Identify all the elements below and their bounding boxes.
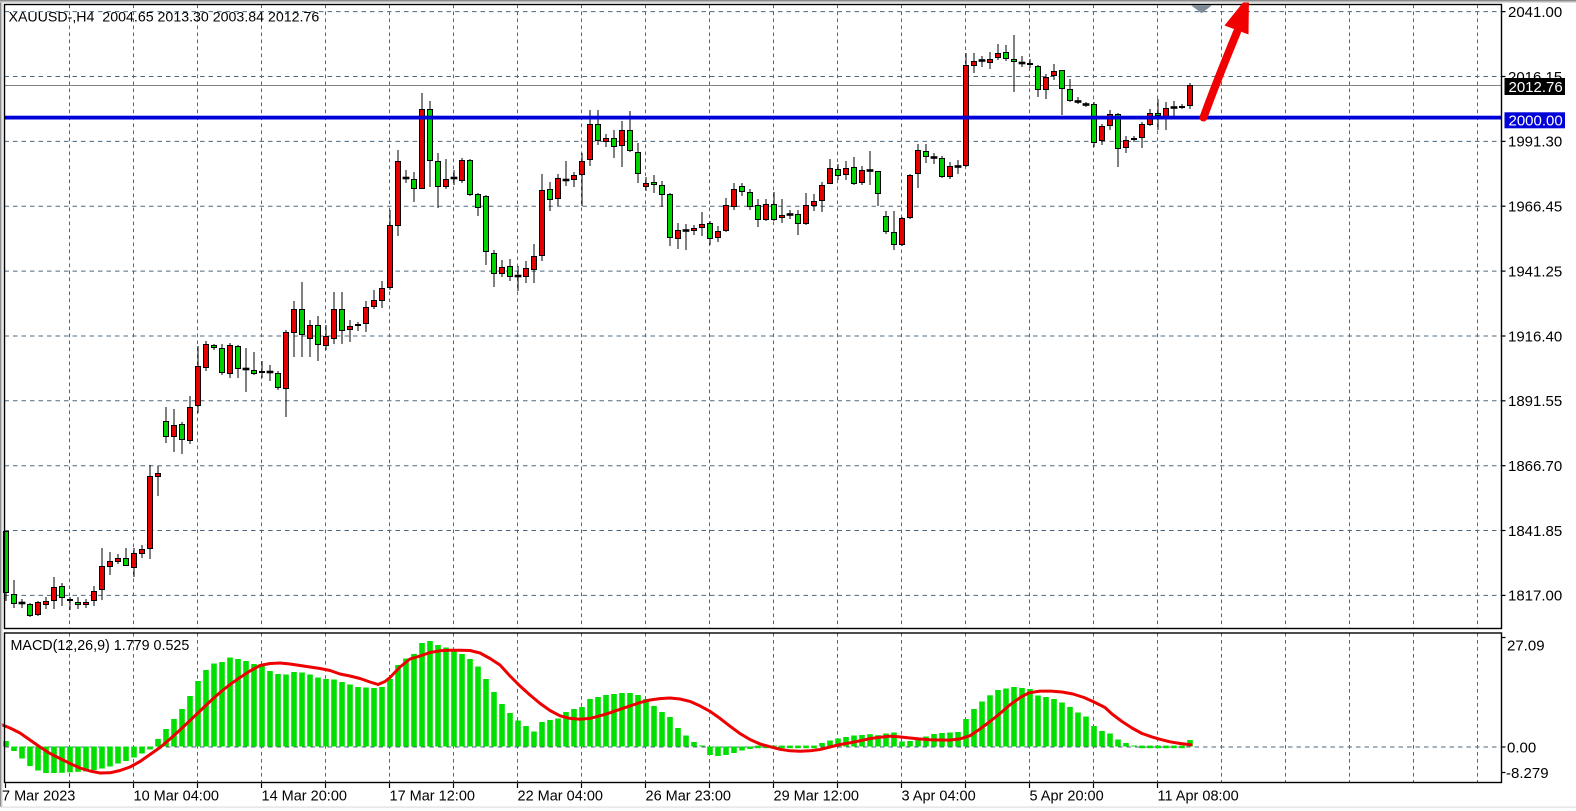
svg-text:14 Mar 20:00: 14 Mar 20:00	[262, 789, 347, 805]
svg-text:MACD(12,26,9) 1.779 0.525: MACD(12,26,9) 1.779 0.525	[11, 638, 190, 654]
svg-text:1817.00: 1817.00	[1508, 588, 1562, 605]
svg-text:2000.00: 2000.00	[1509, 113, 1563, 130]
svg-text:1966.45: 1966.45	[1508, 199, 1562, 216]
svg-text:1841.85: 1841.85	[1508, 523, 1562, 540]
svg-text:17 Mar 12:00: 17 Mar 12:00	[390, 789, 475, 805]
svg-text:1991.30: 1991.30	[1508, 134, 1562, 151]
svg-text:10 Mar 04:00: 10 Mar 04:00	[134, 789, 219, 805]
svg-text:27.09: 27.09	[1507, 637, 1545, 654]
svg-text:26 Mar 23:00: 26 Mar 23:00	[646, 789, 731, 805]
svg-text:2012.76: 2012.76	[1509, 79, 1563, 96]
svg-text:1916.40: 1916.40	[1508, 328, 1562, 345]
svg-text:29 Mar 12:00: 29 Mar 12:00	[774, 789, 859, 805]
svg-text:7 Mar 2023: 7 Mar 2023	[2, 789, 75, 805]
svg-text:11 Apr 08:00: 11 Apr 08:00	[1158, 789, 1239, 805]
svg-text:1941.25: 1941.25	[1508, 263, 1562, 280]
svg-text:5 Apr 20:00: 5 Apr 20:00	[1030, 789, 1104, 805]
svg-text:22 Mar 04:00: 22 Mar 04:00	[518, 789, 603, 805]
svg-text:XAUUSD-,H4 2004.65 2013.30 20: XAUUSD-,H4 2004.65 2013.30 2003.84 2012.…	[9, 10, 320, 26]
svg-text:0.00: 0.00	[1507, 739, 1536, 756]
svg-text:1891.55: 1891.55	[1508, 393, 1562, 410]
svg-text:-8.279: -8.279	[1506, 765, 1549, 782]
svg-text:3 Apr 04:00: 3 Apr 04:00	[902, 789, 976, 805]
svg-text:2041.00: 2041.00	[1508, 4, 1562, 21]
svg-text:1866.70: 1866.70	[1508, 458, 1562, 475]
